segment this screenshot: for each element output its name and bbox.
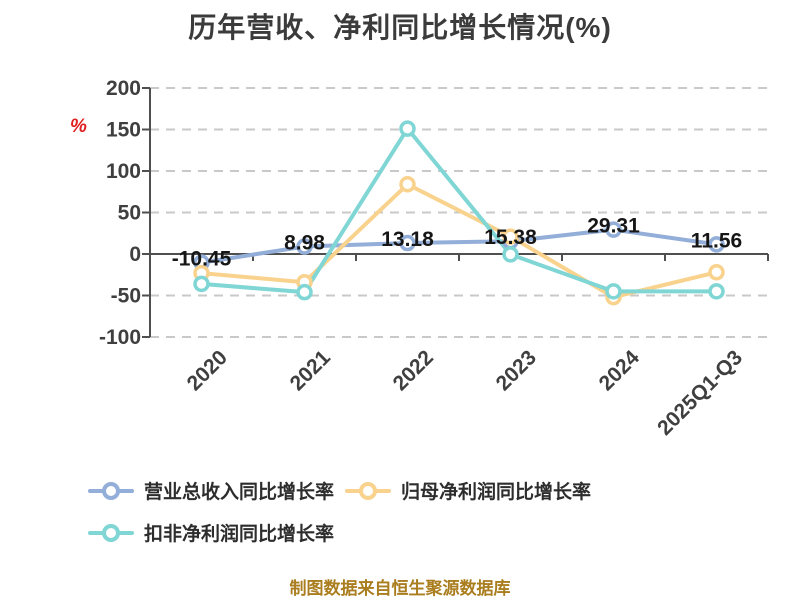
series-line-0	[199, 227, 719, 265]
data-label: 8.98	[284, 232, 325, 255]
y-tick-label: -100	[99, 326, 141, 349]
data-point-marker[interactable]	[605, 283, 622, 300]
data-point-marker[interactable]	[708, 283, 725, 300]
data-label: -10.45	[172, 248, 232, 271]
y-tick-label: -50	[111, 285, 141, 308]
series-line-2	[199, 126, 719, 295]
data-point-marker[interactable]	[708, 264, 725, 281]
legend-item-2[interactable]: 扣非净利润同比增长率	[88, 519, 334, 546]
legend-item-0[interactable]: 营业总收入同比增长率	[88, 477, 334, 504]
y-tick-label: 200	[106, 77, 141, 100]
legend-label: 归母净利润同比增长率	[401, 482, 592, 503]
data-point-marker[interactable]	[708, 236, 725, 253]
y-axis-unit-label: %	[70, 116, 87, 137]
data-point-marker[interactable]	[193, 275, 210, 293]
legend-item-1[interactable]: 归母净利润同比增长率	[345, 477, 591, 504]
data-point-marker[interactable]	[605, 221, 622, 238]
chart-canvas: 200 150 100 50 0 -50 -100 -10.45 8.98 13.18 15.38 2…	[99, 77, 769, 349]
data-label: 13.18	[381, 228, 434, 251]
data-point-marker[interactable]	[502, 228, 519, 245]
chart-title: 历年营收、净利同比增长情况(%)	[188, 12, 612, 43]
data-point-marker[interactable]	[296, 283, 313, 301]
data-label: 15.38	[484, 226, 537, 249]
data-label: 11.56	[691, 229, 742, 252]
data-point-marker[interactable]	[399, 234, 416, 252]
data-point-marker[interactable]	[399, 176, 416, 193]
y-tick-label: 50	[118, 202, 141, 225]
legend-marker-icon	[88, 523, 134, 543]
chart-caption: 制图数据来自恒生聚源数据库	[289, 579, 511, 598]
y-tick-label: 100	[106, 160, 141, 183]
legend-label: 扣非净利润同比增长率	[144, 524, 335, 545]
data-label: 29.31	[587, 215, 640, 238]
data-point-marker[interactable]	[399, 120, 416, 137]
y-tick-label: 0	[129, 243, 141, 266]
legend-marker-icon	[88, 481, 134, 501]
legend-label: 营业总收入同比增长率	[144, 482, 335, 503]
data-point-marker[interactable]	[296, 238, 313, 255]
data-point-marker[interactable]	[502, 246, 519, 263]
legend-marker-icon	[345, 481, 391, 501]
y-tick-label: 150	[106, 119, 141, 142]
